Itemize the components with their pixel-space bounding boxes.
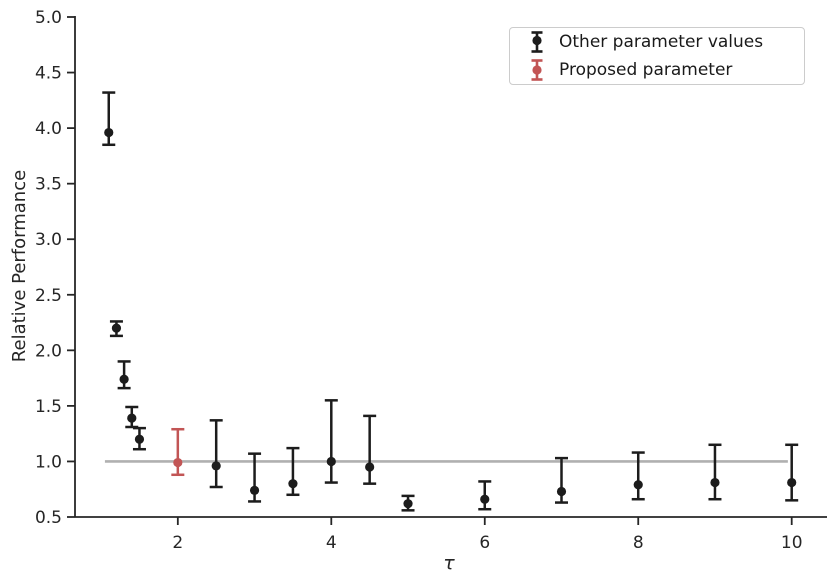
- red-errorbar-marker-icon: [531, 59, 543, 81]
- data-point-marker: [134, 434, 145, 444]
- data-point-marker: [365, 462, 375, 472]
- legend-label: Other parameter values: [559, 32, 764, 52]
- y-axis-tick-label: 5.0: [35, 8, 62, 28]
- data-point-marker: [173, 457, 183, 468]
- data-point-marker: [787, 477, 797, 488]
- black-errorbar-marker-icon: [531, 31, 543, 53]
- legend: Other parameter values Proposed paramete…: [509, 27, 805, 85]
- data-point-marker: [288, 479, 298, 489]
- data-point-marker: [480, 494, 490, 504]
- y-axis-tick-label: 4.0: [35, 119, 62, 139]
- data-point-marker: [403, 499, 413, 509]
- data-point-marker: [249, 485, 260, 495]
- data-point-marker: [104, 127, 114, 138]
- y-axis-tick-label: 3.0: [35, 230, 62, 250]
- x-axis-tick-label: 4: [326, 533, 337, 553]
- y-axis-label: Relative Performance: [9, 170, 30, 362]
- y-axis-tick-label: 1.0: [35, 452, 62, 472]
- legend-entry-other-parameters: Other parameter values: [510, 29, 804, 56]
- data-point-marker: [710, 477, 720, 488]
- x-axis-label: τ: [443, 552, 455, 574]
- y-axis-tick-label: 2.5: [35, 286, 62, 306]
- y-axis-tick-label: 3.5: [35, 175, 62, 195]
- data-point-marker: [633, 480, 643, 490]
- data-point-marker: [211, 461, 221, 471]
- x-axis-tick-label: 6: [479, 533, 490, 553]
- data-point-marker: [556, 486, 567, 497]
- data-point-marker: [119, 374, 129, 384]
- y-axis-tick-label: 2.0: [35, 341, 62, 361]
- x-axis-tick-label: 10: [781, 533, 803, 553]
- x-axis-tick-label: 2: [172, 533, 183, 553]
- data-point-marker: [326, 456, 336, 467]
- data-point-marker: [127, 413, 137, 423]
- y-axis-tick-label: 0.5: [35, 508, 62, 528]
- legend-entry-proposed-parameter: Proposed parameter: [510, 57, 804, 84]
- data-point-marker: [111, 323, 122, 333]
- y-axis-tick-label: 4.5: [35, 64, 62, 84]
- legend-label: Proposed parameter: [559, 60, 733, 80]
- x-axis-tick-label: 8: [633, 533, 644, 553]
- y-axis-tick-label: 1.5: [35, 397, 62, 417]
